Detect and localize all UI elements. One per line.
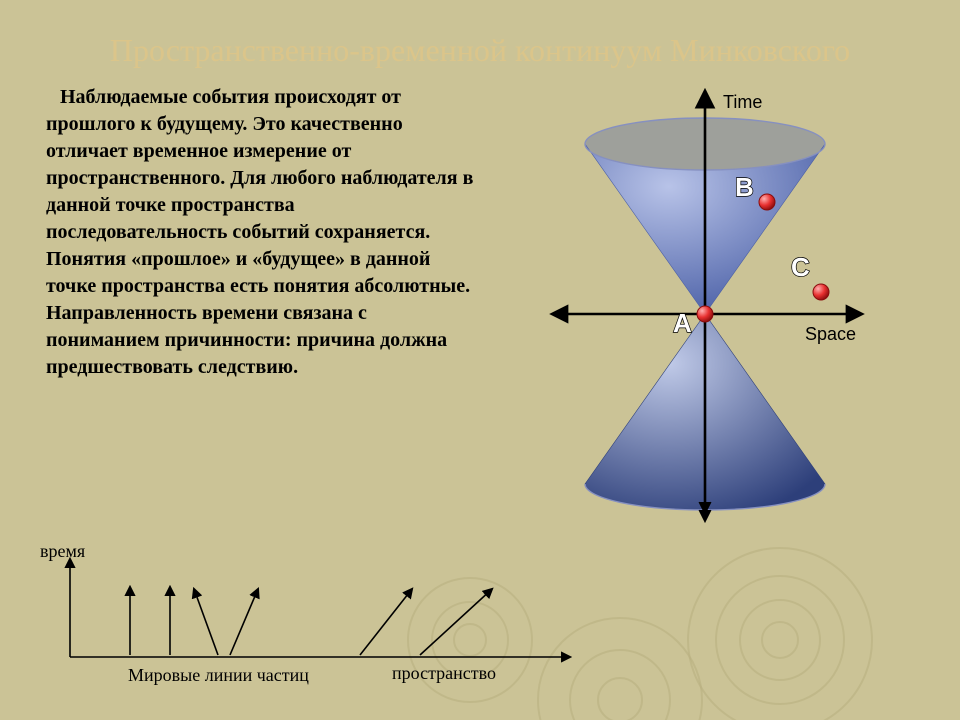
slide: Пространственно-временной континуум Минк… xyxy=(0,0,960,720)
svg-text:Space: Space xyxy=(805,324,856,344)
worldlines-svg: время пространство Мировые линии частиц xyxy=(40,547,580,687)
body-row: Наблюдаемые события происходят от прошло… xyxy=(40,84,920,524)
svg-text:C: C xyxy=(791,252,810,282)
svg-text:Мировые линии частиц: Мировые линии частиц xyxy=(128,665,309,685)
worldlines-diagram: время пространство Мировые линии частиц xyxy=(40,547,580,692)
light-cone-diagram: Time Space A B C xyxy=(490,84,920,524)
svg-text:B: B xyxy=(735,172,754,202)
svg-text:время: время xyxy=(40,547,85,561)
svg-text:A: A xyxy=(673,308,692,338)
slide-title: Пространственно-временной континуум Минк… xyxy=(40,30,920,70)
paragraph-text: Наблюдаемые события происходят от прошло… xyxy=(40,84,480,524)
svg-text:пространство: пространство xyxy=(392,663,496,683)
cone-svg: Time Space A B C xyxy=(505,84,905,524)
svg-text:Time: Time xyxy=(723,92,762,112)
